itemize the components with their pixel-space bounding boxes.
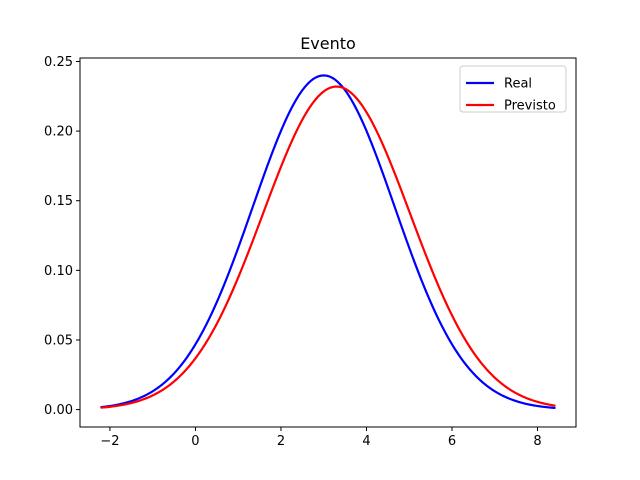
x-axis: −2 0 2 4 6 8 <box>100 427 542 449</box>
series-line-real <box>100 74 556 410</box>
axes-frame <box>79 57 577 428</box>
x-tick-label: −2 <box>100 434 119 449</box>
y-tick-label: 0.10 <box>44 264 73 279</box>
y-tick-label: 0.05 <box>44 333 73 348</box>
x-tick-label: 0 <box>191 434 199 449</box>
y-axis: 0.00 0.05 0.10 0.15 0.20 0.25 <box>44 55 80 418</box>
x-tick-label: 8 <box>533 434 541 449</box>
legend-label: Real <box>504 77 532 92</box>
legend: Real Previsto <box>459 65 567 114</box>
x-tick-label: 6 <box>448 434 456 449</box>
series-line-previsto <box>100 85 556 409</box>
legend-box <box>459 65 567 113</box>
y-tick-label: 0.25 <box>44 55 73 70</box>
chart-title: Evento <box>300 34 356 53</box>
y-tick-label: 0.15 <box>44 194 73 209</box>
x-tick-label: 4 <box>362 434 370 449</box>
y-tick-label: 0.20 <box>44 125 73 140</box>
legend-label: Previsto <box>504 99 556 114</box>
y-tick-label: 0.00 <box>44 403 73 418</box>
plot-area <box>100 74 556 410</box>
x-tick-label: 2 <box>277 434 285 449</box>
